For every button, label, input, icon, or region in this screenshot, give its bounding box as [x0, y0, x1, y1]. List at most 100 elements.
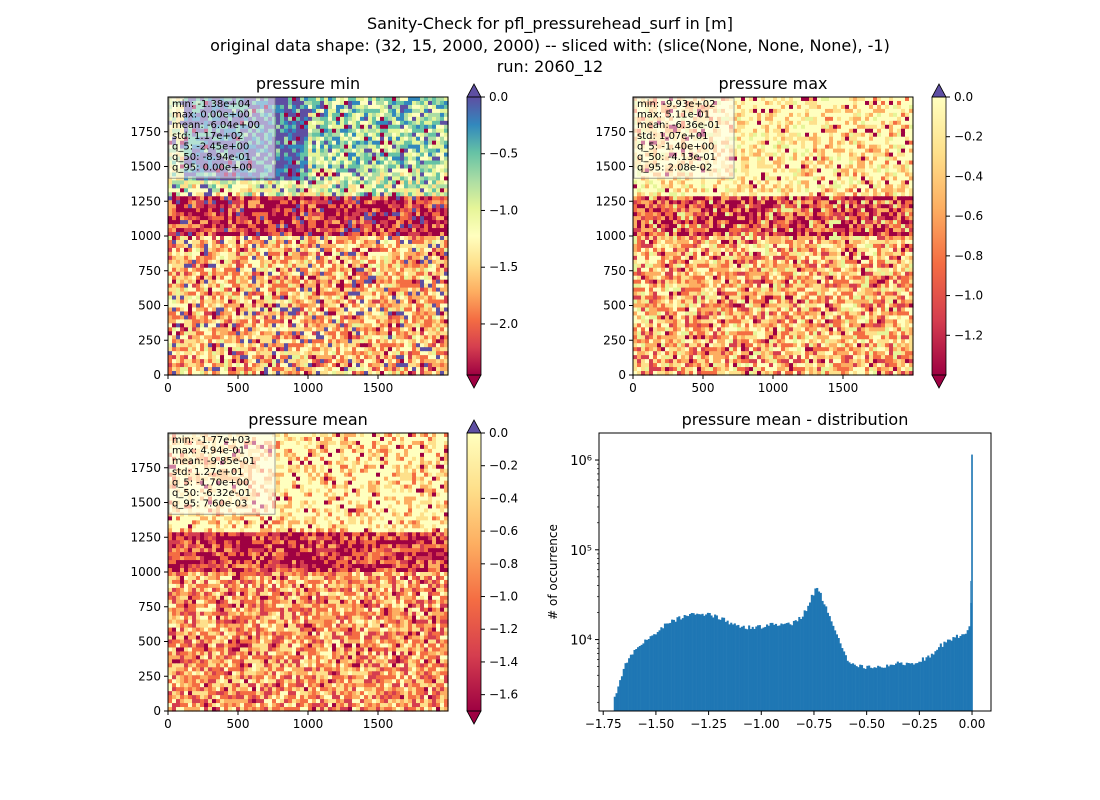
x-tick-label: −0.25	[901, 717, 938, 731]
histogram-bar	[619, 680, 622, 711]
histogram-bar	[916, 663, 919, 711]
colorbar-tick-label: −0.8	[954, 249, 983, 263]
colorbar-frame	[931, 96, 947, 376]
histogram-bar	[963, 634, 966, 711]
y-tick-label: 1500	[130, 160, 161, 174]
histogram-bar	[760, 628, 763, 711]
histogram-bar	[889, 664, 892, 711]
panel-pressure-mean-distribution: pressure mean - distribution −1.75 −1.50 −1…	[546, 410, 992, 731]
histogram-bar	[663, 623, 666, 711]
x-tick-label: 1000	[758, 381, 789, 395]
histogram-bar	[651, 635, 654, 711]
histogram-bar	[667, 623, 670, 711]
histogram-bar	[658, 630, 661, 711]
histogram-bar	[912, 664, 916, 711]
histogram-bar	[644, 639, 647, 711]
y-tick-label: 250	[138, 669, 161, 683]
stats-line: max: 4.94e-01	[172, 446, 245, 457]
colorbar: 0.0 −0.5 −1.0 −1.5 −2.0	[466, 83, 518, 389]
histogram-bar	[688, 614, 692, 711]
histogram-bar	[848, 662, 851, 711]
histogram-bar	[692, 613, 695, 711]
colorbar-extend-min	[931, 374, 947, 389]
y-tick-label: 10⁴	[570, 634, 592, 649]
histogram-bar	[703, 615, 706, 711]
histogram-bar	[859, 664, 862, 711]
histogram-bar	[740, 626, 744, 711]
stats-line: q_50: -6.32e-01	[172, 488, 251, 499]
stats-box-background	[168, 433, 276, 515]
histogram-bar	[832, 625, 835, 711]
y-tick-label: 750	[603, 264, 626, 278]
histogram-bar	[646, 639, 649, 711]
histogram-bar	[880, 667, 883, 711]
y-tick-label: 1250	[130, 194, 161, 208]
histogram-bar	[855, 666, 858, 711]
histogram-bar	[626, 662, 629, 711]
stats-line: q_95: 2.08e-02	[637, 163, 712, 174]
colorbar-tick-label: −0.6	[489, 524, 518, 538]
histogram-bar	[680, 619, 683, 711]
histogram-bar	[936, 649, 939, 711]
histogram-bar	[653, 634, 656, 711]
panel-title: pressure max	[718, 74, 827, 93]
colorbar: 0.0 −0.2 −0.4 −0.6 −0.8 −1.0 −1.2 −1.4 −1.6	[466, 419, 518, 725]
histogram-bar	[927, 655, 930, 711]
histogram-bar	[649, 636, 652, 711]
histogram-bar	[730, 622, 733, 711]
histogram-bar	[798, 616, 801, 711]
heatmap-image	[168, 97, 449, 376]
histogram-bar	[690, 612, 693, 711]
y-tick-label: 10⁶	[570, 454, 592, 469]
histogram-bar	[964, 633, 967, 711]
histogram-bar	[843, 651, 846, 711]
histogram-bar	[864, 668, 867, 711]
histogram-bar	[694, 614, 697, 711]
histogram-bar	[633, 649, 636, 711]
x-tick-label: 500	[227, 717, 250, 731]
stats-line: mean: -6.04e+00	[172, 120, 260, 131]
colorbar-tick-label: −1.0	[954, 289, 983, 303]
suptitle-line-3: run: 2060_12	[497, 57, 603, 77]
colorbar-tick-label: −0.8	[489, 557, 518, 571]
y-tick-label: 1750	[130, 461, 161, 475]
x-tick-label: 1500	[363, 381, 394, 395]
histogram-bar	[895, 663, 898, 711]
x-tick-label: −1.00	[743, 717, 780, 731]
histogram-bar	[721, 617, 724, 711]
histogram-bar	[938, 647, 941, 711]
colorbar-tick-label: 0.0	[489, 426, 508, 440]
colorbar-extend-min	[466, 710, 482, 725]
colorbar-tick-label: −1.5	[489, 260, 518, 274]
y-tick-label: 1750	[595, 125, 626, 139]
histogram-bar	[683, 615, 686, 711]
histogram-bar	[835, 634, 838, 711]
histogram-bar	[810, 594, 813, 711]
histogram-bar	[728, 624, 731, 711]
histogram-bar	[712, 617, 715, 711]
histogram-bar	[767, 625, 770, 711]
histogram-bar	[719, 619, 722, 711]
y-tick-label: 250	[138, 333, 161, 347]
histogram-bar	[724, 621, 727, 711]
histogram-bar	[733, 623, 736, 711]
histogram-bar	[787, 622, 790, 711]
histogram-bar	[715, 615, 718, 711]
y-tick-label: 1750	[130, 125, 161, 139]
histogram-bar	[957, 637, 960, 711]
histogram-bar	[943, 641, 946, 711]
histogram-bar	[749, 628, 752, 711]
stats-line: std: 1.27e+01	[172, 467, 244, 478]
stats-line: max: 0.00e+00	[172, 110, 250, 121]
histogram-bar	[710, 615, 713, 711]
colorbar-tick-label: 0.0	[489, 90, 508, 104]
stats-line: std: 1.17e+02	[172, 131, 244, 142]
stats-box-background	[633, 97, 735, 179]
histogram-bar	[878, 666, 881, 711]
histogram-bar	[656, 632, 659, 711]
histogram-bar	[801, 616, 804, 711]
histogram-bar	[821, 600, 824, 711]
panel-title: pressure mean - distribution	[682, 410, 909, 429]
histogram-bar	[939, 643, 942, 711]
histogram-bar	[647, 639, 650, 711]
